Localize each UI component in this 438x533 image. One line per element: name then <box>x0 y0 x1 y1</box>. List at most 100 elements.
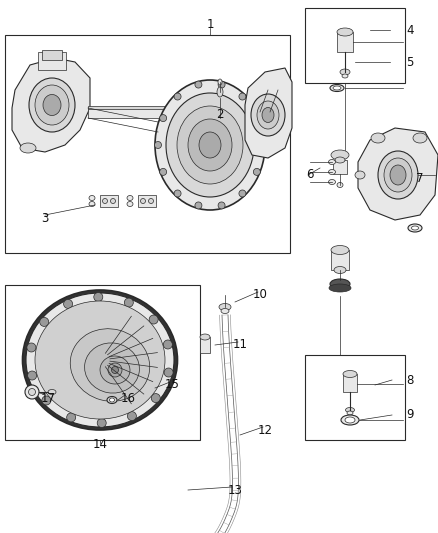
Bar <box>343 374 357 392</box>
Ellipse shape <box>177 106 243 184</box>
Ellipse shape <box>257 101 279 129</box>
Polygon shape <box>358 128 438 220</box>
Text: 5: 5 <box>406 55 413 69</box>
Ellipse shape <box>218 202 225 209</box>
Ellipse shape <box>40 318 49 326</box>
Text: 16: 16 <box>120 392 135 405</box>
Ellipse shape <box>330 279 350 289</box>
Ellipse shape <box>97 418 106 427</box>
Ellipse shape <box>22 290 177 430</box>
Ellipse shape <box>127 411 136 421</box>
Ellipse shape <box>253 115 260 122</box>
Bar <box>88 106 168 109</box>
Text: 4: 4 <box>406 23 414 36</box>
Bar <box>333 160 347 174</box>
Text: 13: 13 <box>228 483 243 497</box>
Ellipse shape <box>337 28 353 36</box>
Ellipse shape <box>218 79 222 85</box>
Ellipse shape <box>155 80 265 210</box>
Text: 12: 12 <box>258 424 272 437</box>
Ellipse shape <box>345 417 355 423</box>
Ellipse shape <box>27 343 36 352</box>
Ellipse shape <box>371 133 385 143</box>
Ellipse shape <box>251 94 285 136</box>
Ellipse shape <box>174 93 181 100</box>
Ellipse shape <box>110 398 114 402</box>
Ellipse shape <box>26 293 174 427</box>
Bar <box>38 52 66 70</box>
Text: 6: 6 <box>306 168 314 182</box>
Ellipse shape <box>333 86 341 90</box>
Text: 8: 8 <box>406 374 413 386</box>
Bar <box>305 8 405 83</box>
Ellipse shape <box>328 180 336 184</box>
Ellipse shape <box>124 298 133 307</box>
Ellipse shape <box>219 303 231 311</box>
Ellipse shape <box>164 368 173 377</box>
Ellipse shape <box>331 150 349 160</box>
Ellipse shape <box>64 300 73 309</box>
Ellipse shape <box>35 85 69 125</box>
Text: 2: 2 <box>216 109 224 122</box>
Bar <box>88 108 168 118</box>
Ellipse shape <box>159 168 166 175</box>
Text: 15: 15 <box>165 378 180 392</box>
Ellipse shape <box>20 143 36 153</box>
Ellipse shape <box>127 196 133 200</box>
Bar <box>337 32 353 52</box>
Ellipse shape <box>340 69 350 75</box>
Ellipse shape <box>390 165 406 185</box>
Ellipse shape <box>127 201 133 206</box>
Ellipse shape <box>217 87 223 97</box>
Ellipse shape <box>239 93 246 100</box>
Ellipse shape <box>94 293 103 302</box>
Ellipse shape <box>112 367 119 374</box>
Ellipse shape <box>328 169 336 174</box>
Bar <box>42 50 62 60</box>
Ellipse shape <box>70 329 150 401</box>
Ellipse shape <box>258 141 265 149</box>
Ellipse shape <box>155 141 162 149</box>
Ellipse shape <box>141 198 145 204</box>
Ellipse shape <box>48 390 56 394</box>
Ellipse shape <box>331 246 349 254</box>
Ellipse shape <box>35 301 165 419</box>
Text: 7: 7 <box>416 172 424 184</box>
Ellipse shape <box>378 151 418 199</box>
Ellipse shape <box>346 408 354 413</box>
Ellipse shape <box>337 182 343 188</box>
Bar <box>305 355 405 440</box>
Bar <box>100 195 118 207</box>
Text: 3: 3 <box>41 212 49 224</box>
Ellipse shape <box>107 397 117 403</box>
Bar <box>200 337 210 353</box>
Ellipse shape <box>163 340 172 349</box>
Ellipse shape <box>413 133 427 143</box>
Ellipse shape <box>149 315 158 324</box>
Ellipse shape <box>328 159 336 165</box>
Ellipse shape <box>151 393 160 402</box>
Bar <box>5 285 200 440</box>
Ellipse shape <box>342 74 348 78</box>
Ellipse shape <box>108 363 122 377</box>
Text: 9: 9 <box>406 408 414 422</box>
Ellipse shape <box>159 115 166 122</box>
Ellipse shape <box>329 284 351 292</box>
Bar <box>331 250 349 270</box>
Polygon shape <box>12 58 90 152</box>
Bar <box>138 195 156 207</box>
Ellipse shape <box>166 93 254 197</box>
Ellipse shape <box>42 396 51 405</box>
Ellipse shape <box>67 413 76 422</box>
Ellipse shape <box>29 78 75 132</box>
Ellipse shape <box>28 389 35 395</box>
Ellipse shape <box>200 334 210 340</box>
Ellipse shape <box>408 224 422 232</box>
Ellipse shape <box>253 168 260 175</box>
Ellipse shape <box>355 171 365 179</box>
Text: 17: 17 <box>40 392 56 405</box>
Ellipse shape <box>174 190 181 197</box>
Ellipse shape <box>100 356 130 384</box>
Ellipse shape <box>221 309 229 313</box>
Text: 10: 10 <box>253 288 268 302</box>
